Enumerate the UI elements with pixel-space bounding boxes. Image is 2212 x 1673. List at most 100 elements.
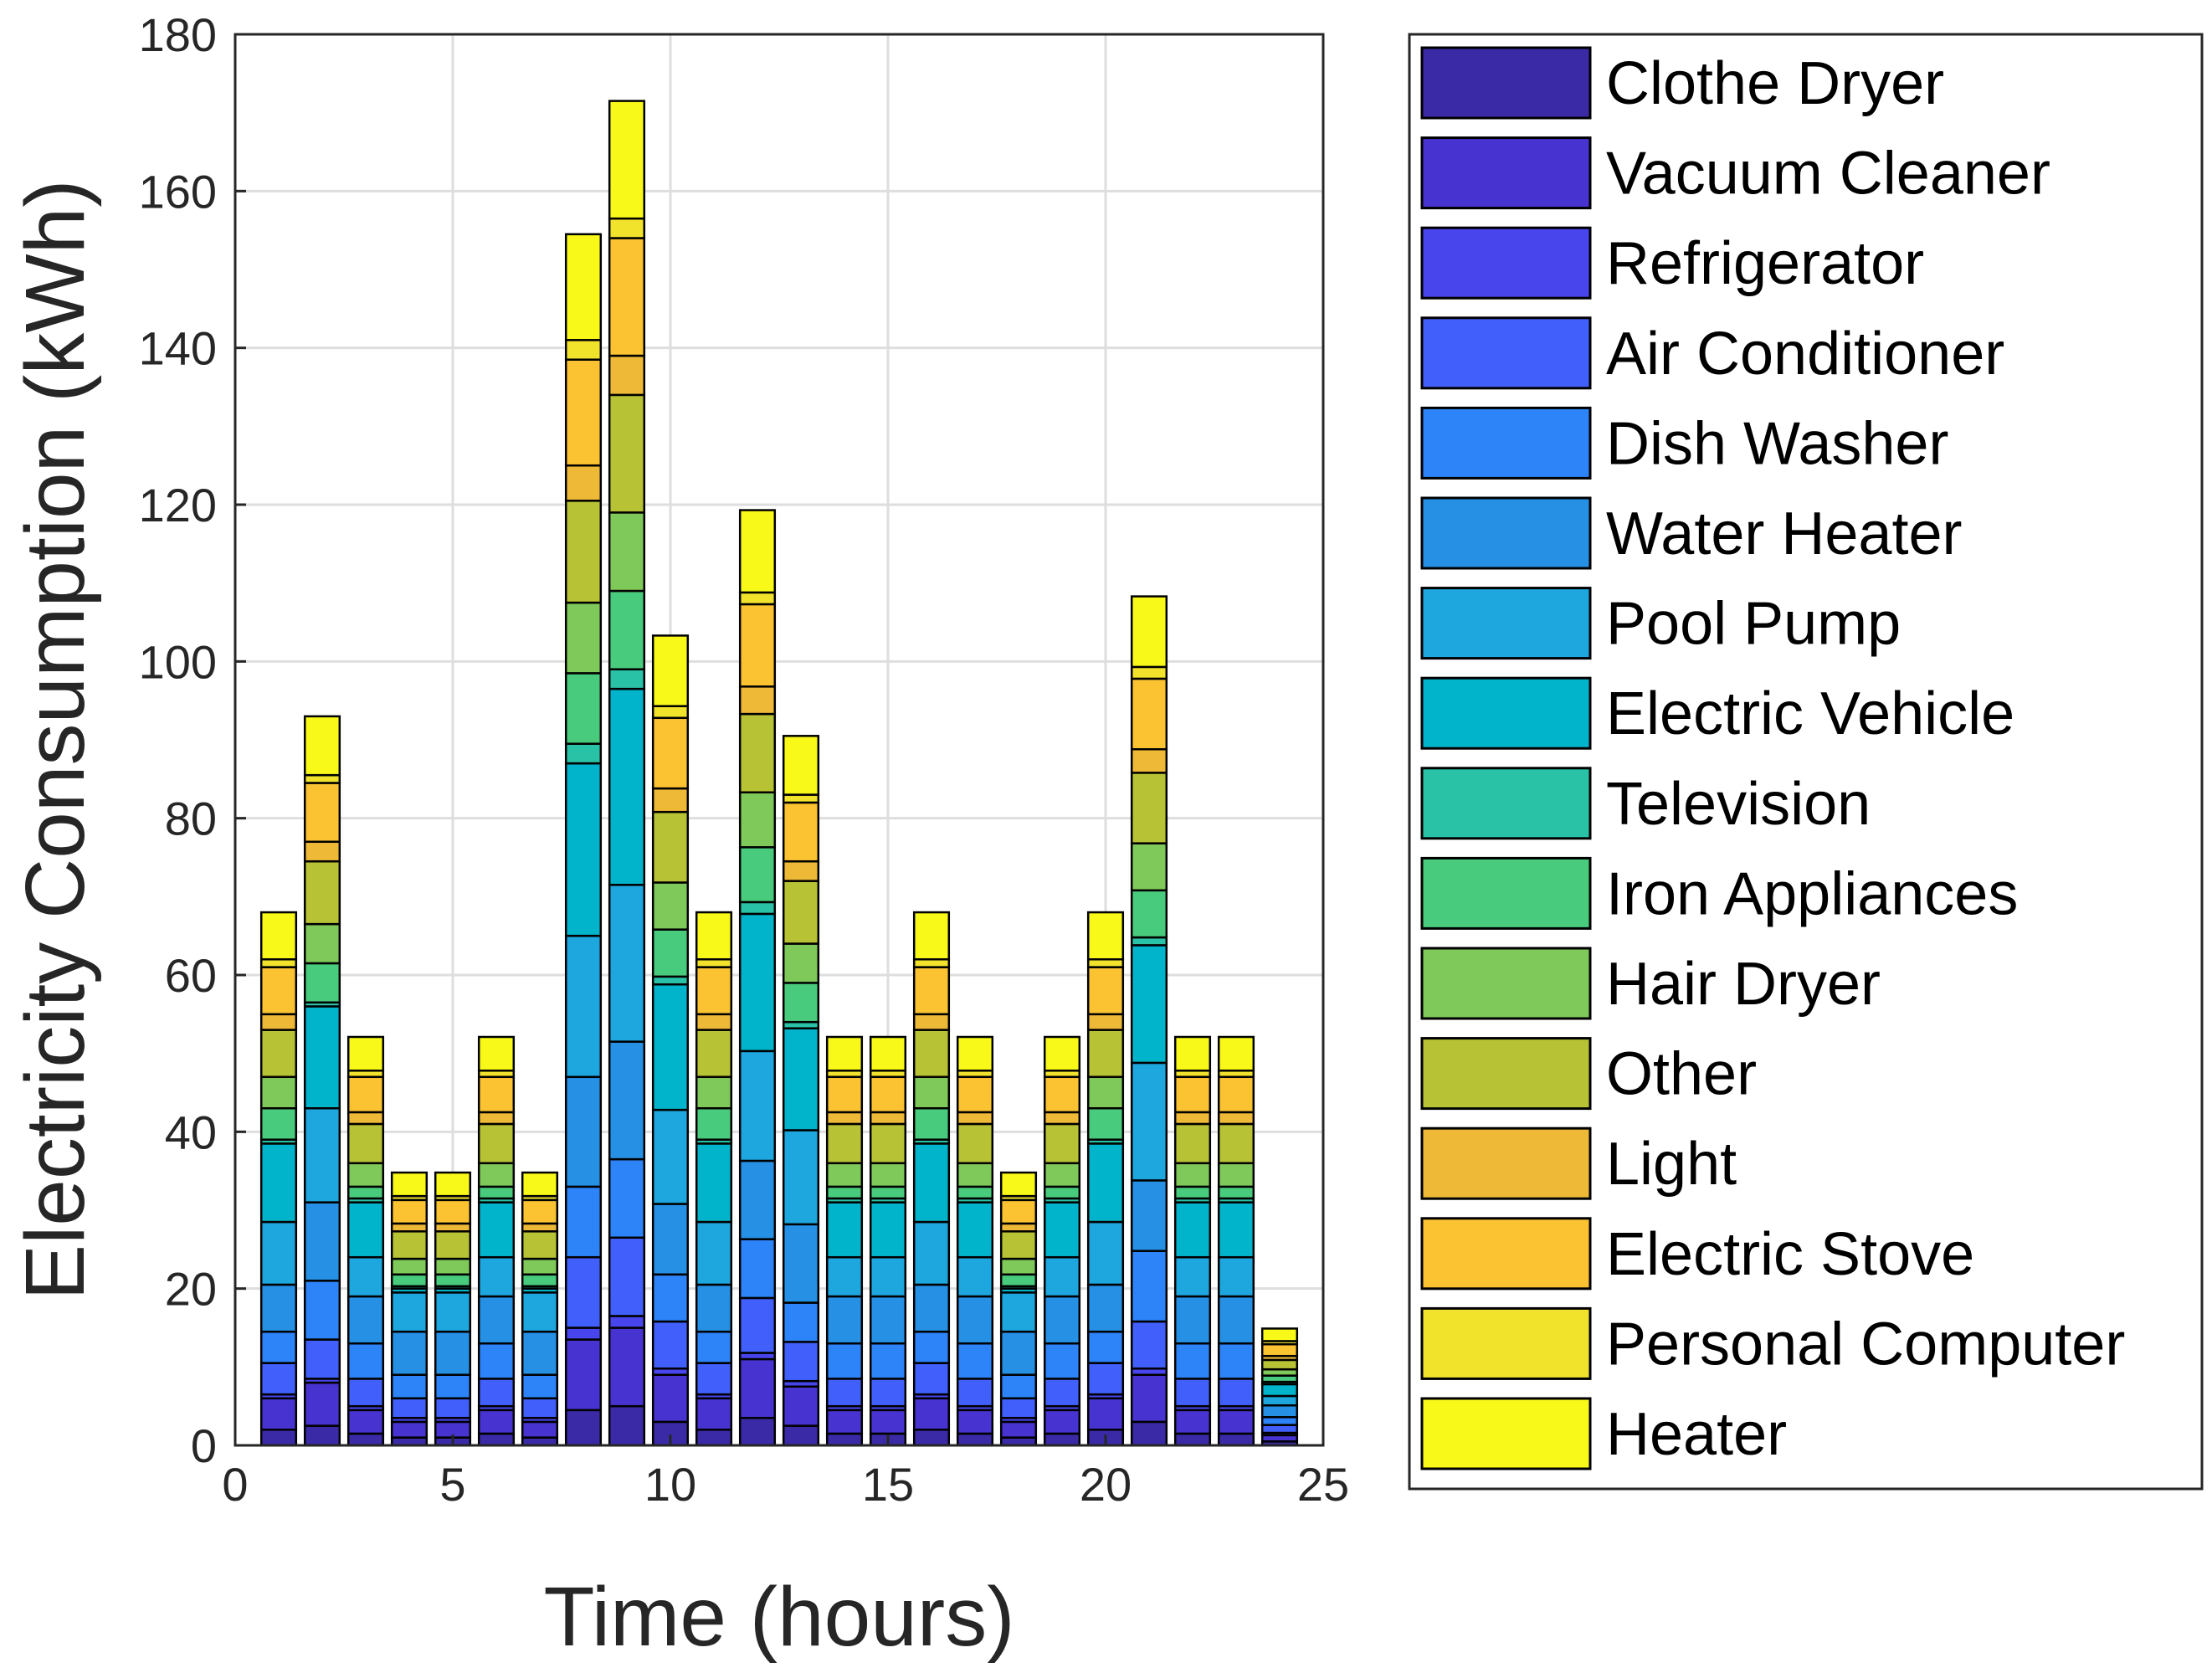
- bar-segment: [1086, 1142, 1125, 1224]
- bar-segment: [303, 1338, 341, 1380]
- bar-segment: [1130, 944, 1168, 1065]
- bar-segment: [869, 1122, 907, 1165]
- bar-segment: [782, 1223, 820, 1304]
- bar-segment: [390, 1198, 429, 1225]
- bar-segment: [1130, 936, 1168, 947]
- bar-segment: [695, 958, 733, 968]
- bar-segment: [390, 1291, 429, 1333]
- bar-segment: [956, 1201, 994, 1259]
- bar-segment: [521, 1373, 559, 1400]
- bar-segment: [608, 237, 646, 357]
- bar-segment: [999, 1420, 1038, 1439]
- bar-segment: [390, 1373, 429, 1400]
- bar-segment: [1217, 1342, 1255, 1380]
- legend-label: Air Conditioner: [1606, 321, 2004, 387]
- bar-segment: [1217, 1409, 1255, 1435]
- bar-segment: [259, 1029, 298, 1079]
- bar-segment: [782, 1341, 820, 1383]
- bar-segment: [564, 1185, 603, 1259]
- bar-segment: [956, 1075, 994, 1114]
- bars: [259, 100, 1299, 1447]
- bar-segment: [695, 1220, 733, 1286]
- x-tick-label: 5: [439, 1458, 465, 1511]
- bar-segment: [434, 1257, 472, 1276]
- bar-segment: [1217, 1185, 1255, 1200]
- bar-segment: [303, 1424, 341, 1447]
- bar-segment: [303, 1106, 341, 1203]
- bar-segment: [869, 1162, 907, 1188]
- bar-segment: [303, 1381, 341, 1427]
- bar-segment: [912, 1397, 951, 1431]
- bar-segment: [651, 634, 690, 707]
- bar-segment: [346, 1111, 385, 1126]
- y-tick-label: 80: [165, 793, 217, 845]
- legend-swatch: [1420, 406, 1592, 480]
- bar-segment: [869, 1378, 907, 1408]
- bar-segment: [956, 1409, 994, 1435]
- y-tick-label: 60: [165, 949, 217, 1002]
- legend-swatch: [1420, 587, 1592, 660]
- bar-segment: [782, 793, 820, 804]
- bar-segment: [259, 966, 298, 1016]
- legend-swatch: [1420, 1217, 1592, 1291]
- bar-segment: [259, 1397, 298, 1431]
- bar-segment: [346, 1255, 385, 1298]
- bar-segment: [651, 1320, 690, 1370]
- bar-segment: [434, 1230, 472, 1260]
- bar-segment: [477, 1201, 516, 1259]
- legend-label: Heater: [1606, 1401, 1787, 1468]
- bar-segment: [564, 742, 603, 765]
- bar-segment: [695, 1429, 733, 1447]
- axis-ticks: 0 5 10 15 20 25 0 20 40 60 80 100 120 140 160 180: [139, 8, 1350, 1511]
- legend-label: Clothe Dryer: [1606, 50, 1944, 117]
- bar-segment: [303, 773, 341, 784]
- bar-segment: [1043, 1201, 1081, 1259]
- bar-segment: [999, 1222, 1038, 1233]
- bar-segment: [999, 1397, 1038, 1419]
- bar-segment: [782, 1301, 820, 1343]
- bar-segment: [1217, 1075, 1255, 1114]
- bar-segment: [695, 911, 733, 961]
- legend-swatch: [1420, 1397, 1592, 1470]
- bar-segment: [1130, 1179, 1168, 1252]
- bar-segment: [1217, 1201, 1255, 1259]
- y-tick-label: 140: [139, 322, 217, 375]
- bar-segment: [999, 1330, 1038, 1376]
- bar-segment: [912, 1075, 951, 1110]
- bar-segment: [738, 1238, 777, 1300]
- bar-segment: [738, 846, 777, 904]
- bar-segment: [259, 1075, 298, 1110]
- bar-segment: [346, 1122, 385, 1165]
- bar-segment: [390, 1257, 429, 1276]
- bar-segment: [695, 1075, 733, 1110]
- bar-segment: [651, 1273, 690, 1323]
- legend-label: Television: [1606, 771, 1871, 838]
- bar-segment: [1086, 1362, 1125, 1396]
- bar-segment: [695, 1397, 733, 1431]
- bar-segment: [912, 1429, 951, 1447]
- bar-segment: [564, 1255, 603, 1329]
- bar-segment: [999, 1230, 1038, 1260]
- bar-segment: [782, 735, 820, 796]
- bar-segment: [1043, 1295, 1081, 1345]
- bar-segment: [434, 1198, 472, 1225]
- bar-segment: [1260, 1404, 1299, 1419]
- bar-segment: [1217, 1295, 1255, 1345]
- bar-segment: [477, 1295, 516, 1345]
- bar-segment: [259, 1220, 298, 1286]
- bar-segment: [782, 1027, 820, 1132]
- bar-segment: [1086, 1220, 1125, 1286]
- bar-segment: [695, 1283, 733, 1333]
- legend-swatch: [1420, 226, 1592, 300]
- bar-segment: [564, 500, 603, 604]
- legend-swatch: [1420, 856, 1592, 930]
- bar-segment: [259, 1106, 298, 1141]
- bar-segment: [738, 1159, 777, 1240]
- bar-segment: [1173, 1185, 1212, 1200]
- bar-segment: [1217, 1035, 1255, 1072]
- bar-segment: [1130, 1420, 1168, 1447]
- legend-swatch: [1420, 1306, 1592, 1380]
- bar-segment: [564, 1409, 603, 1447]
- bar-segment: [1173, 1409, 1212, 1435]
- bar-segment: [608, 354, 646, 397]
